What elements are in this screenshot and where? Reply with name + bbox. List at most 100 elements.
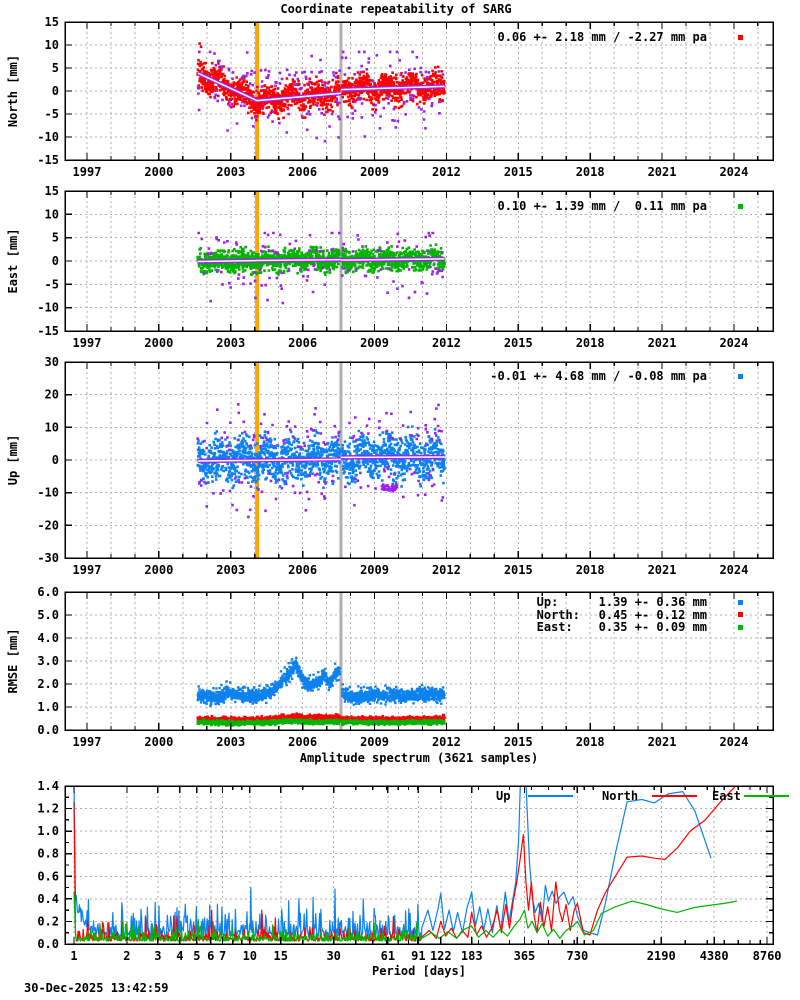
north-frame: 15 10 5 0 -5 -10 -15 1997 2000 2003 2006 2009 2012 20… xyxy=(6,15,774,179)
east-trend-core xyxy=(197,259,258,263)
spectrum-legend-up-label: Up xyxy=(496,789,511,803)
y-tick-label: 0.0 xyxy=(37,723,59,737)
y-tick-label: 1.0 xyxy=(37,700,59,714)
north-axis-title: North [mm] xyxy=(6,55,20,127)
x-tick-label: 2000 xyxy=(144,165,173,179)
rmse-up-marker xyxy=(738,599,743,605)
y-tick-label: 6.0 xyxy=(37,585,59,599)
x-tick-label: 30 xyxy=(326,949,340,963)
rmse-legend-value: 1.39 +- 0.36 mm xyxy=(598,595,707,610)
up-stats-text: -0.01 +- 4.68 mm / -0.08 mm pa xyxy=(490,369,707,383)
y-tick-label: 2.0 xyxy=(37,677,59,691)
x-tick-label: 2018 xyxy=(576,563,605,577)
up-points xyxy=(196,425,446,490)
y-tick-label: 15 xyxy=(45,184,59,198)
x-tick-label: 2018 xyxy=(576,165,605,179)
spectrum-line-up xyxy=(73,786,712,938)
y-tick-label: 1.0 xyxy=(37,824,59,838)
x-tick-label: 4380 xyxy=(700,949,729,963)
spectrum-legend-up-line xyxy=(528,795,573,797)
x-tick-label: 2018 xyxy=(576,735,605,749)
x-tick-label: 2006 xyxy=(288,165,317,179)
x-tick-label: 183 xyxy=(461,949,483,963)
x-tick-label: 2024 xyxy=(719,563,748,577)
east-trend-core xyxy=(340,258,445,261)
rmse-axis-title: RMSE [mm] xyxy=(6,628,20,693)
x-tick-label: 2015 xyxy=(504,336,533,350)
y-tick-label: -10 xyxy=(37,301,59,315)
x-tick-label: 2024 xyxy=(719,735,748,749)
x-tick-label: 5 xyxy=(193,949,200,963)
y-tick-label: 0.2 xyxy=(37,914,59,928)
up-outlier-points xyxy=(196,403,445,519)
x-tick-label: 2024 xyxy=(719,336,748,350)
x-tick-label: 2012 xyxy=(432,563,461,577)
up-frame: 30 20 10 0 -10 -20 -30 1997 2000 2003 2006 2009 2012… xyxy=(6,355,774,577)
up-panel xyxy=(65,362,773,558)
rmse-legend: Up: 1.39 +- 0.36 mm North: 0.45 +- 0.12 mm… xyxy=(536,595,743,635)
north-trend-core xyxy=(340,85,445,91)
rmse-legend-label: North: xyxy=(536,607,580,622)
x-tick-label: 2021 xyxy=(648,563,677,577)
x-tick-label: 1 xyxy=(70,949,77,963)
x-tick-label: 2006 xyxy=(288,336,317,350)
y-tick-label: 0.4 xyxy=(37,892,59,906)
x-tick-label: 2003 xyxy=(216,563,245,577)
y-tick-label: -5 xyxy=(45,107,59,121)
rmse-legend-row-east: East: 0.35 +- 0.09 mm xyxy=(536,620,743,635)
x-tick-label: 2009 xyxy=(360,563,389,577)
north-trend-core xyxy=(197,72,258,102)
y-tick-label: 0 xyxy=(52,453,59,467)
rmse-legend-label: Up: xyxy=(536,595,559,610)
spectrum-line-east xyxy=(73,892,738,942)
x-tick-label: 2012 xyxy=(432,735,461,749)
rmse-legend-row-up: Up: 1.39 +- 0.36 mm xyxy=(536,595,743,610)
x-tick-label: 2000 xyxy=(144,336,173,350)
y-tick-label: -30 xyxy=(37,551,59,565)
spectrum-legend-east-label: East xyxy=(712,789,741,803)
x-tick-label: 4 xyxy=(176,949,183,963)
y-tick-label: -15 xyxy=(37,153,59,167)
rmse-legend-value: 0.35 +- 0.09 mm xyxy=(598,620,707,635)
y-tick-label: 5 xyxy=(52,231,59,245)
y-tick-label: 10 xyxy=(45,38,59,52)
rmse-legend-label: East: xyxy=(536,620,573,635)
rmse-legend-value: 0.45 +- 0.12 mm xyxy=(598,607,707,622)
rmse-frame: 6.0 5.0 4.0 3.0 2.0 1.0 0.0 1997 2000 2003 2006 200… xyxy=(6,585,774,749)
north-trend-core xyxy=(257,92,342,102)
x-tick-label: 2015 xyxy=(504,735,533,749)
east-frame: 15 10 5 0 -5 -10 -15 1997 2000 2003 2006 2009 2012 20… xyxy=(6,184,774,350)
x-tick-label: 10 xyxy=(243,949,257,963)
up-trend-core xyxy=(257,458,341,462)
spectrum-legend-north-label: North xyxy=(602,789,639,803)
x-tick-label: 2024 xyxy=(719,165,748,179)
x-tick-label: 1997 xyxy=(73,165,102,179)
x-tick-label: 2015 xyxy=(504,165,533,179)
x-tick-label: 2006 xyxy=(288,563,317,577)
spectrum-legend-north-line xyxy=(652,795,697,797)
x-tick-label: 2009 xyxy=(360,165,389,179)
period-axis-label: Period [days] xyxy=(372,964,466,978)
up-trend-core xyxy=(197,459,258,462)
y-tick-label: 5.0 xyxy=(37,608,59,622)
x-tick-label: 61 xyxy=(381,949,395,963)
y-tick-label: -20 xyxy=(37,518,59,532)
east-stats: 0.10 +- 1.39 mm / 0.11 mm pa xyxy=(497,199,743,213)
y-tick-label: 10 xyxy=(45,207,59,221)
x-tick-label: 2003 xyxy=(216,735,245,749)
y-tick-label: -10 xyxy=(37,486,59,500)
x-tick-label: 122 xyxy=(430,949,452,963)
x-tick-label: 1997 xyxy=(73,563,102,577)
y-tick-label: 0.8 xyxy=(37,847,59,861)
y-tick-label: 0.6 xyxy=(37,869,59,883)
north-stats-text: 0.06 +- 2.18 mm / -2.27 mm pa xyxy=(497,30,707,44)
rmse-east-marker xyxy=(738,624,743,630)
x-tick-label: 2190 xyxy=(647,949,676,963)
y-tick-label: -15 xyxy=(37,324,59,338)
x-tick-label: 3 xyxy=(154,949,161,963)
y-tick-label: 30 xyxy=(45,355,59,369)
x-tick-label: 2012 xyxy=(432,336,461,350)
x-tick-label: 8760 xyxy=(753,949,782,963)
